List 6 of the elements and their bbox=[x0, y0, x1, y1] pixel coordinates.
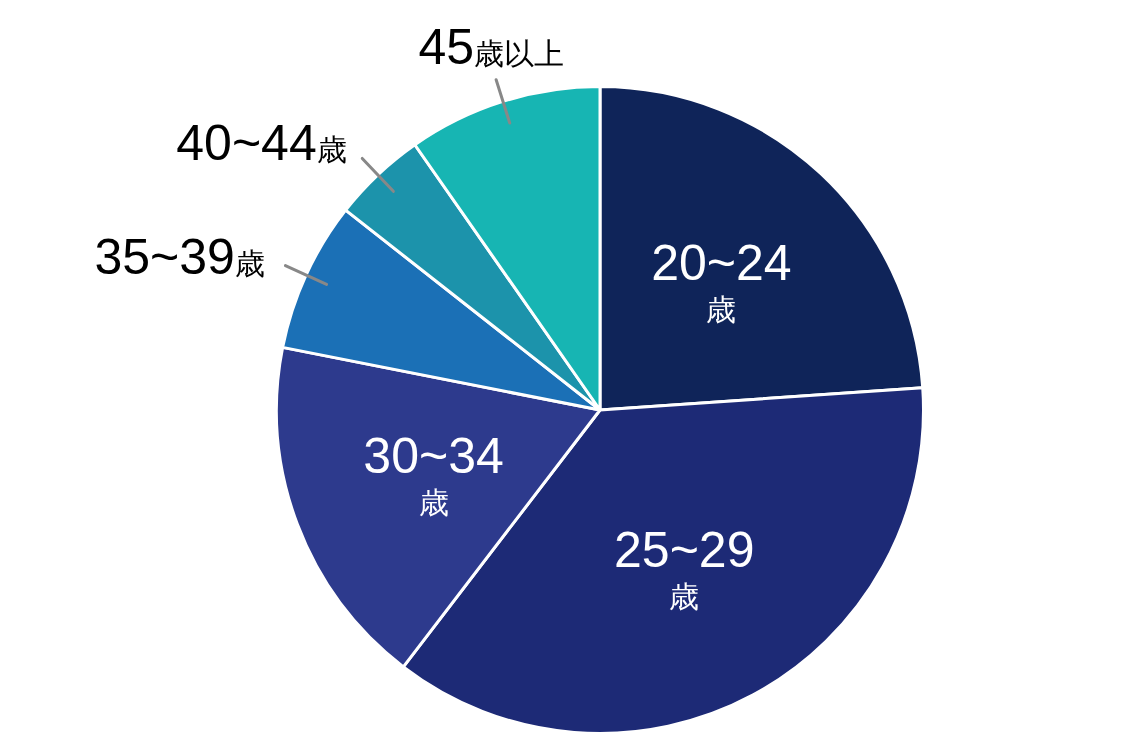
slice-label: 25~29歳 bbox=[614, 521, 755, 613]
slice-label: 40~44歳 bbox=[176, 114, 347, 171]
slice-label: 35~39歳 bbox=[94, 229, 265, 286]
slice-label: 30~34歳 bbox=[363, 427, 504, 519]
slice-label: 20~24歳 bbox=[651, 234, 792, 326]
slice-label: 45歳以上 bbox=[418, 19, 565, 76]
